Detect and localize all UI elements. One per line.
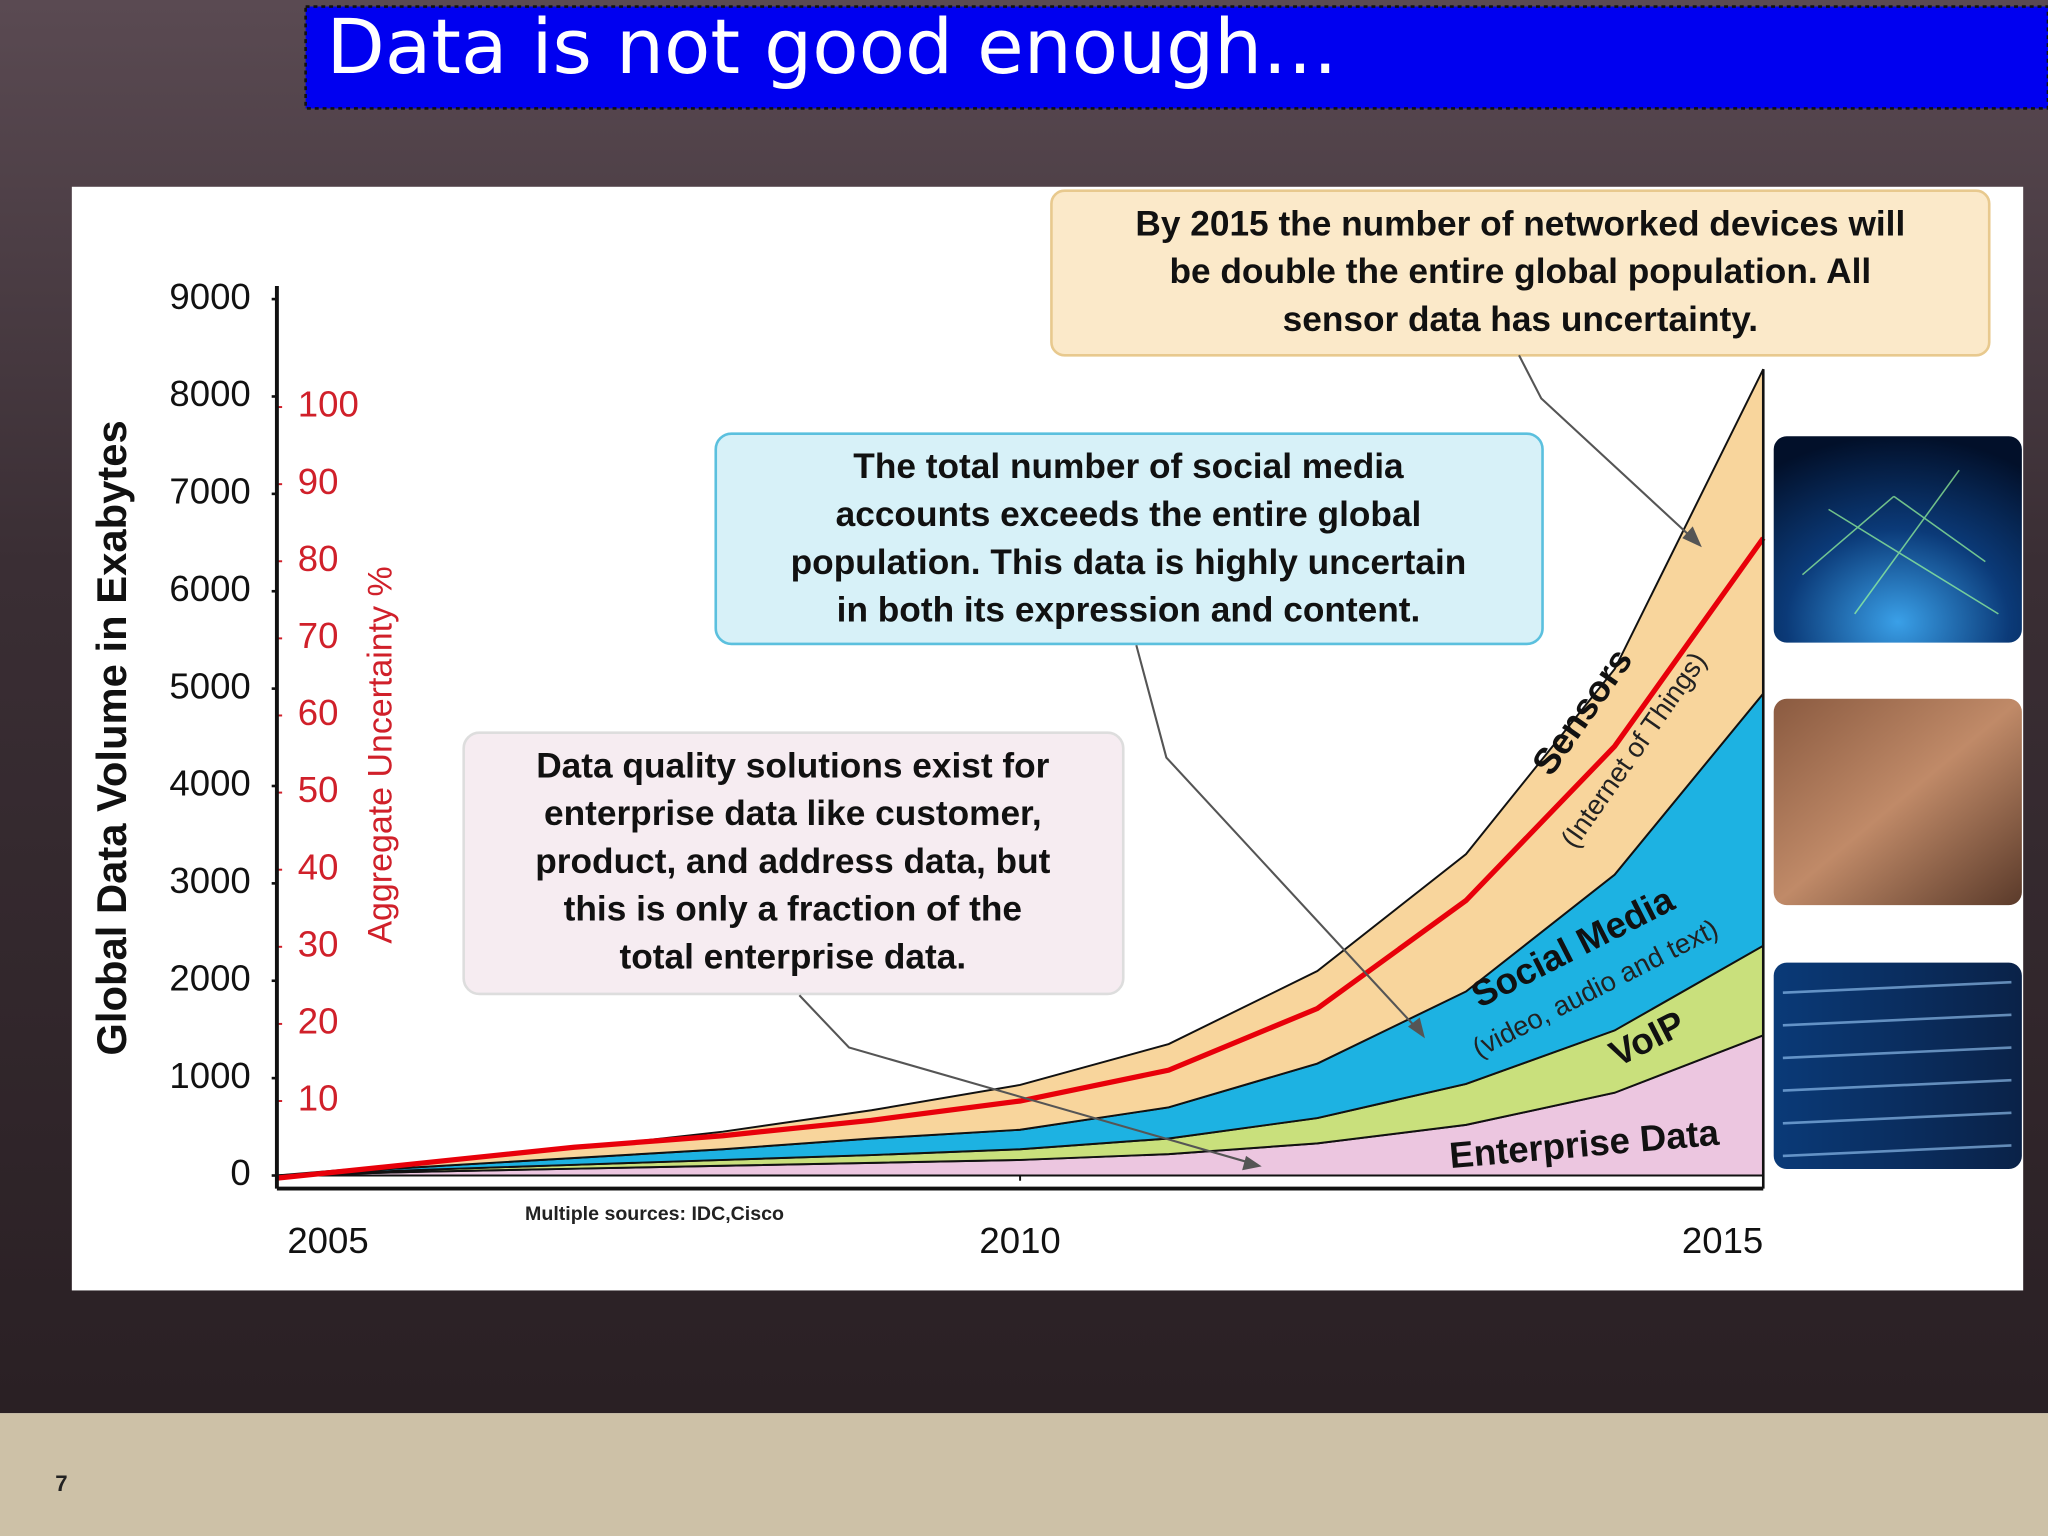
callout-text: product, and address data, but xyxy=(535,842,1050,881)
y2-tick-label: 100 xyxy=(298,384,359,425)
callout-text: sensor data has uncertainty. xyxy=(1283,300,1758,339)
callout-text: By 2015 the number of networked devices … xyxy=(1135,204,1905,243)
y2-tick-label: 90 xyxy=(298,461,339,502)
y2-tick-label: 40 xyxy=(298,846,339,887)
y-tick-label: 6000 xyxy=(169,568,250,609)
callout-text: this is only a fraction of the xyxy=(564,890,1022,929)
y-tick-label: 9000 xyxy=(169,276,250,317)
title-bar xyxy=(304,5,2048,110)
y2-tick-label: 50 xyxy=(298,769,339,810)
y-tick-label: 4000 xyxy=(169,763,250,804)
callout-text: in both its expression and content. xyxy=(837,591,1421,630)
y-axis-label: Global Data Volume in Exabytes xyxy=(88,420,135,1055)
y-tick-label: 0 xyxy=(230,1152,250,1193)
callout-text: enterprise data like customer, xyxy=(544,794,1042,833)
callout-text: accounts exceeds the entire global xyxy=(836,495,1422,534)
code-image xyxy=(1773,962,2022,1169)
callout-text: population. This data is highly uncertai… xyxy=(791,543,1467,582)
callout-box xyxy=(462,731,1125,996)
globe-image xyxy=(1773,436,2022,643)
x-tick-label: 2015 xyxy=(1682,1220,1763,1261)
y2-axis-label: Aggregate Uncertainty % xyxy=(362,566,400,943)
y2-tick-label: 60 xyxy=(298,692,339,733)
callout-text: The total number of social media xyxy=(853,447,1404,486)
y-tick-label: 5000 xyxy=(169,665,250,706)
footer-bar xyxy=(0,1413,2048,1536)
source-note: Multiple sources: IDC,Cisco xyxy=(525,1203,784,1225)
y2-tick-label: 80 xyxy=(298,538,339,579)
crowd-image xyxy=(1773,698,2022,906)
y2-tick-label: 70 xyxy=(298,615,339,656)
y2-tick-label: 20 xyxy=(298,1001,339,1042)
network-lines xyxy=(1801,469,1999,615)
uncertainty-line xyxy=(276,536,1766,1181)
plot: 0 1000 2000 3000 4000 5000 6000 7000 8000 9000 10 2… xyxy=(88,276,1766,1261)
arrow-heads xyxy=(1242,526,1702,1171)
y2-tick-label: 10 xyxy=(298,1078,339,1119)
callout-box xyxy=(714,432,1544,646)
x-tick-label: 2005 xyxy=(287,1220,368,1261)
callout-text: total enterprise data. xyxy=(619,938,966,977)
slide-title: Data is not good enough… xyxy=(327,3,1338,91)
callout-box xyxy=(1050,189,1991,357)
y-tick-label: 7000 xyxy=(169,471,250,512)
callout-text: Data quality solutions exist for xyxy=(536,746,1049,785)
callout-text: be double the entire global population. … xyxy=(1169,252,1871,291)
y-tick-label: 1000 xyxy=(169,1055,250,1096)
page-number: 7 xyxy=(55,1471,67,1496)
y-tick-label: 8000 xyxy=(169,373,250,414)
callout-arrows xyxy=(798,354,1699,1167)
x-tick-label: 2010 xyxy=(979,1220,1060,1261)
y-tick-label: 3000 xyxy=(169,860,250,901)
code-lines xyxy=(1782,980,2012,1158)
y2-tick-label: 30 xyxy=(298,923,339,964)
y-tick-label: 2000 xyxy=(169,957,250,998)
